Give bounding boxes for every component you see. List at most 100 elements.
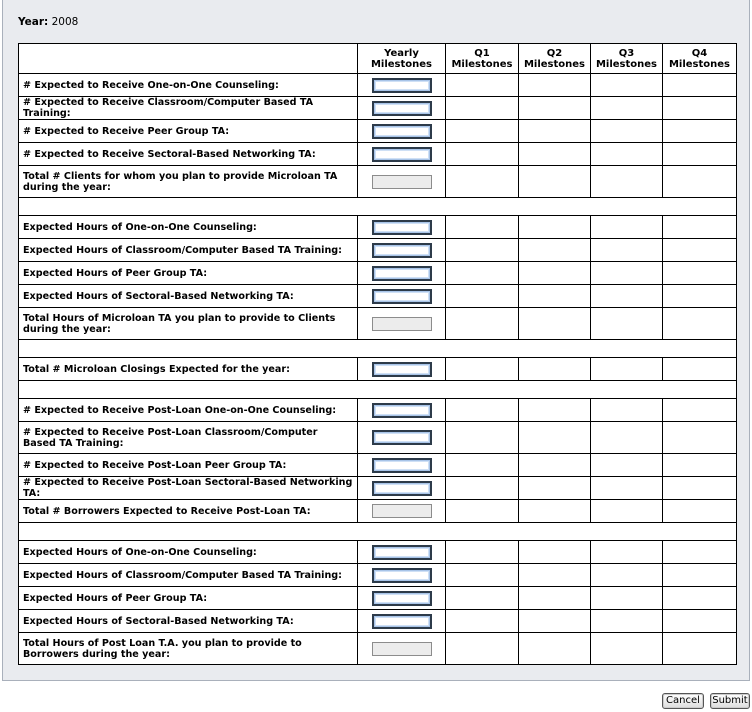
year-field: Year: 2008 <box>18 16 78 28</box>
row-label: Expected Hours of Sectoral-Based Network… <box>18 284 358 308</box>
quarter-cell <box>590 398 663 422</box>
form-row: # Expected to Receive Post-Loan Sectoral… <box>18 476 737 500</box>
quarter-cell <box>590 586 663 610</box>
text-input[interactable] <box>371 288 432 304</box>
quarter-cell <box>590 142 663 166</box>
button[interactable]: Cancel <box>662 693 704 709</box>
text-input[interactable] <box>371 242 432 258</box>
text-input[interactable] <box>371 567 432 583</box>
separator-row <box>18 197 737 216</box>
text-input[interactable] <box>371 77 432 93</box>
row-label: # Expected to Receive Classroom/Computer… <box>18 96 358 120</box>
quarter-cell <box>662 540 737 564</box>
quarter-cell <box>518 398 591 422</box>
row-label: Total # Borrowers Expected to Receive Po… <box>18 499 358 523</box>
disabled-input <box>371 174 432 189</box>
form-row: Expected Hours of Sectoral-Based Network… <box>18 609 737 633</box>
quarter-cell <box>662 96 737 120</box>
text-input[interactable] <box>371 123 432 139</box>
quarter-cell <box>518 476 591 500</box>
row-label: Expected Hours of Classroom/Computer Bas… <box>18 238 358 262</box>
form-row: # Expected to Receive Peer Group TA: <box>18 119 737 143</box>
row-label: Total # Clients for whom you plan to pro… <box>18 165 358 198</box>
quarter-cell <box>445 398 519 422</box>
yearly-cell <box>357 165 446 198</box>
quarter-cell <box>518 499 591 523</box>
yearly-cell <box>357 453 446 477</box>
column-header: Q4 Milestones <box>662 43 737 74</box>
separator-row <box>18 380 737 399</box>
text-input[interactable] <box>371 480 432 496</box>
form-row: Expected Hours of Peer Group TA: <box>18 586 737 610</box>
form-row: Expected Hours of Peer Group TA: <box>18 261 737 285</box>
quarter-cell <box>518 453 591 477</box>
row-label: # Expected to Receive One-on-One Counsel… <box>18 73 358 97</box>
form-row: Total # Clients for whom you plan to pro… <box>18 165 737 198</box>
yearly-cell <box>357 142 446 166</box>
quarter-cell <box>445 238 519 262</box>
text-input[interactable] <box>371 402 432 418</box>
form-row: # Expected to Receive Post-Loan Classroo… <box>18 421 737 454</box>
yearly-cell <box>357 421 446 454</box>
yearly-cell <box>357 540 446 564</box>
quarter-cell <box>518 540 591 564</box>
quarter-cell <box>445 357 519 381</box>
quarter-cell <box>518 119 591 143</box>
text-input[interactable] <box>371 146 432 162</box>
quarter-cell <box>662 476 737 500</box>
quarter-cell <box>662 73 737 97</box>
quarter-cell <box>518 357 591 381</box>
text-input[interactable] <box>371 544 432 560</box>
button[interactable]: Submit <box>710 693 750 709</box>
disabled-input <box>371 316 432 331</box>
text-input[interactable] <box>371 613 432 629</box>
yearly-cell <box>357 357 446 381</box>
yearly-cell <box>357 609 446 633</box>
quarter-cell <box>662 609 737 633</box>
form-row: Expected Hours of Sectoral-Based Network… <box>18 284 737 308</box>
quarter-cell <box>662 238 737 262</box>
separator-cell <box>18 380 737 399</box>
form-row: # Expected to Receive Sectoral-Based Net… <box>18 142 737 166</box>
quarter-cell <box>662 142 737 166</box>
quarter-cell <box>445 261 519 285</box>
separator-row <box>18 522 737 541</box>
quarter-cell <box>445 142 519 166</box>
row-label: Expected Hours of One-on-One Counseling: <box>18 215 358 239</box>
quarter-cell <box>662 453 737 477</box>
row-label: # Expected to Receive Sectoral-Based Net… <box>18 142 358 166</box>
text-input[interactable] <box>371 265 432 281</box>
text-input[interactable] <box>371 457 432 473</box>
text-input[interactable] <box>371 219 432 235</box>
quarter-cell <box>590 453 663 477</box>
quarter-cell <box>590 215 663 239</box>
quarter-cell <box>662 632 737 665</box>
quarter-cell <box>662 215 737 239</box>
quarter-cell <box>590 563 663 587</box>
quarter-cell <box>590 261 663 285</box>
row-label: Expected Hours of Sectoral-Based Network… <box>18 609 358 633</box>
row-label: Total Hours of Post Loan T.A. you plan t… <box>18 632 358 665</box>
yearly-cell <box>357 284 446 308</box>
quarter-cell <box>445 609 519 633</box>
form-row: # Expected to Receive Classroom/Computer… <box>18 96 737 120</box>
text-input[interactable] <box>371 430 432 445</box>
text-input[interactable] <box>371 361 432 377</box>
quarter-cell <box>662 398 737 422</box>
quarter-cell <box>662 307 737 340</box>
quarter-cell <box>590 307 663 340</box>
quarter-cell <box>590 476 663 500</box>
quarter-cell <box>445 73 519 97</box>
quarter-cell <box>445 632 519 665</box>
column-header: Q2 Milestones <box>518 43 591 74</box>
row-label: Expected Hours of Classroom/Computer Bas… <box>18 563 358 587</box>
text-input[interactable] <box>371 100 432 116</box>
quarter-cell <box>590 499 663 523</box>
yearly-cell <box>357 119 446 143</box>
quarter-cell <box>445 421 519 454</box>
quarter-cell <box>518 142 591 166</box>
text-input[interactable] <box>371 590 432 606</box>
quarter-cell <box>662 586 737 610</box>
quarter-cell <box>518 563 591 587</box>
